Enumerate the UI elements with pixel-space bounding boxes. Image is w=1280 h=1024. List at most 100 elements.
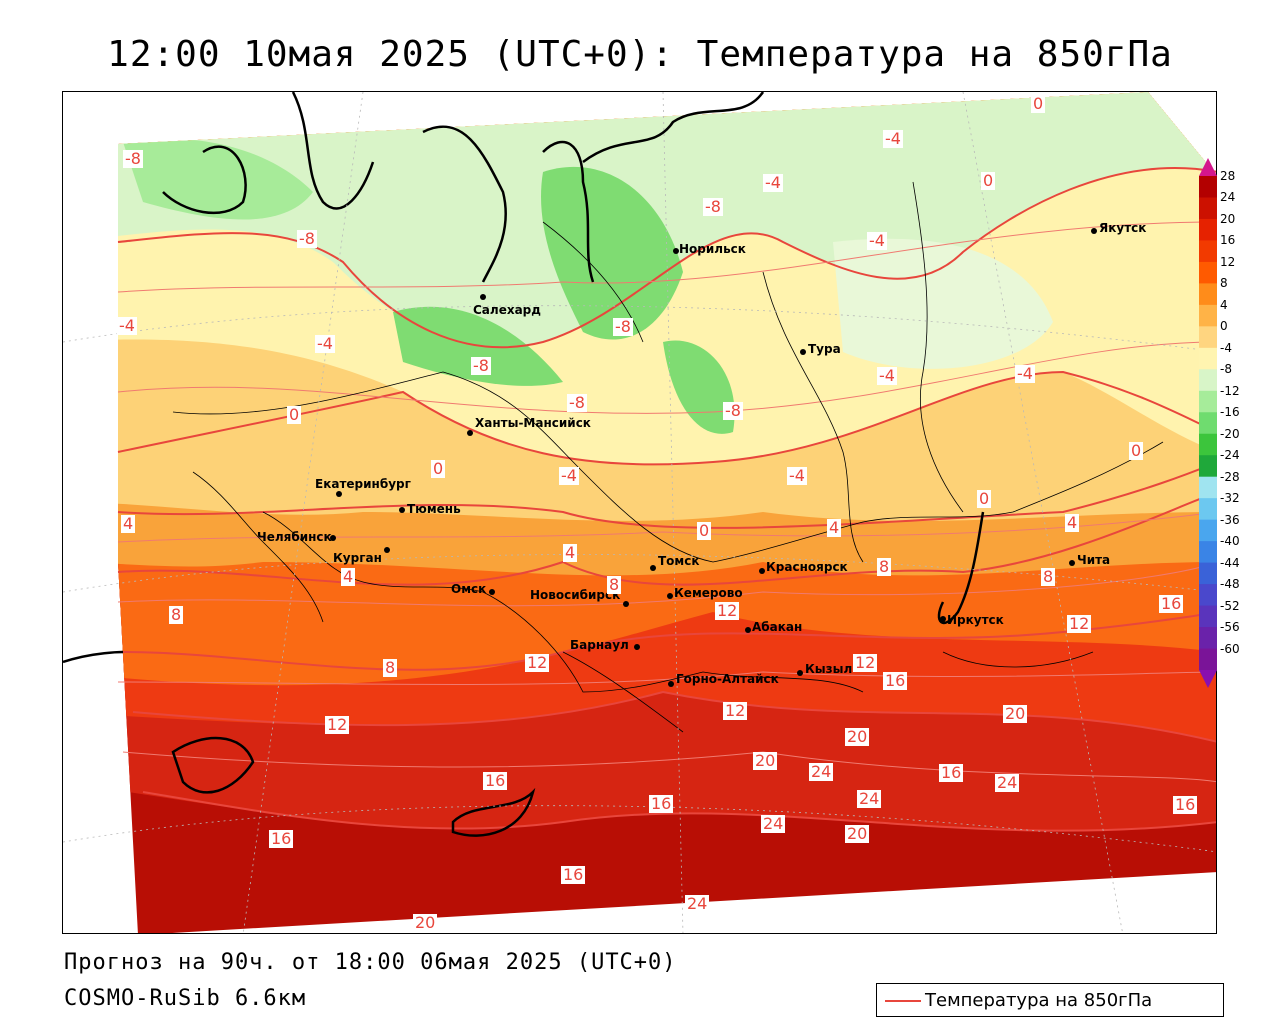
city-label: Горно-Алтайск — [676, 672, 779, 686]
colorbar-tick-label: 16 — [1220, 233, 1236, 248]
colorbar-cell — [1199, 433, 1217, 456]
contour-label: 0 — [977, 489, 992, 508]
contour-label: 0 — [431, 459, 446, 478]
colorbar-cell — [1199, 283, 1217, 306]
city-label: Кызыл — [805, 662, 853, 676]
contour-label: 12 — [525, 653, 550, 672]
colorbar-cell — [1199, 390, 1217, 413]
city-label: Салехард — [473, 303, 541, 317]
colorbar-cell — [1199, 304, 1217, 327]
contour-label: 8 — [1041, 567, 1056, 586]
city-label: Барнаул — [570, 638, 629, 652]
city-dot — [650, 565, 656, 571]
colorbar-tick-label: -36 — [1220, 512, 1240, 527]
colorbar-tick-label: -12 — [1220, 383, 1240, 398]
city-label: Чита — [1077, 553, 1111, 567]
colorbar-cell — [1199, 326, 1217, 349]
city-label: Екатеринбург — [315, 477, 411, 491]
contour-label: 16 — [269, 829, 294, 848]
city-dot — [668, 681, 674, 687]
contour-label: 24 — [685, 894, 710, 913]
contour-label: 4 — [121, 514, 136, 533]
city-dot — [634, 644, 640, 650]
contour-label: -8 — [613, 317, 633, 336]
colorbar-cell — [1199, 347, 1217, 370]
city-dot — [489, 589, 495, 595]
city-dot — [800, 349, 806, 355]
city-label: Омск — [451, 582, 487, 596]
colorbar-cell — [1199, 648, 1217, 671]
city-dot — [940, 616, 946, 622]
colorbar-cell — [1199, 218, 1217, 241]
temperature-map[interactable]: Норильск Якутск Салехард Тура Ханты-Манс… — [62, 91, 1217, 934]
contour-label: 0 — [1031, 94, 1046, 113]
colorbar-cell — [1199, 176, 1217, 198]
contour-label: -4 — [559, 466, 579, 485]
contour-label: 4 — [563, 543, 578, 562]
contour-label: 0 — [981, 171, 996, 190]
colorbar-tick-label: 8 — [1220, 276, 1228, 291]
contour-label: -8 — [471, 356, 491, 375]
contour-label: -8 — [123, 149, 143, 168]
contour-label: 20 — [845, 824, 870, 843]
colorbar-tick-label: 4 — [1220, 297, 1228, 312]
colorbar-cell — [1199, 562, 1217, 585]
colorbar — [1199, 158, 1217, 688]
contour-label: 20 — [845, 727, 870, 746]
colorbar-bottom-arrow — [1199, 670, 1217, 688]
contour-label: 20 — [1003, 704, 1028, 723]
city-dot — [667, 593, 673, 599]
city-dot — [384, 547, 390, 553]
contour-label: -4 — [877, 366, 897, 385]
city-dot — [759, 568, 765, 574]
forecast-info: Прогноз на 90ч. от 18:00 06мая 2025 (UTC… — [64, 950, 677, 975]
colorbar-tick-label: -8 — [1220, 362, 1232, 377]
contour-label: 20 — [753, 751, 778, 770]
contour-label: 12 — [715, 601, 740, 620]
city-label: Иркутск — [947, 613, 1004, 627]
colorbar-cell — [1199, 476, 1217, 499]
colorbar-tick-label: -44 — [1220, 555, 1240, 570]
contour-label: 16 — [649, 794, 674, 813]
contour-label: 24 — [809, 762, 834, 781]
contour-label: 12 — [853, 653, 878, 672]
colorbar-cell — [1199, 519, 1217, 542]
city-label: Курган — [333, 551, 382, 565]
colorbar-cell — [1199, 605, 1217, 628]
colorbar-cell — [1199, 627, 1217, 650]
contour-label: 20 — [413, 913, 438, 932]
colorbar-tick-label: -60 — [1220, 641, 1240, 656]
contour-label: 16 — [1159, 594, 1184, 613]
map-title: 12:00 10мая 2025 (UTC+0): Температура на… — [107, 34, 1173, 75]
contour-label: 16 — [561, 865, 586, 884]
colorbar-tick-label: 28 — [1220, 169, 1236, 183]
city-label: Ханты-Мансийск — [475, 416, 591, 430]
graticule — [63, 92, 1216, 933]
city-dot — [399, 507, 405, 513]
colorbar-cell — [1199, 261, 1217, 284]
city-label: Якутск — [1099, 221, 1147, 235]
colorbar-cell — [1199, 197, 1217, 220]
contour-label: 4 — [1065, 513, 1080, 532]
colorbar-tick-label: 20 — [1220, 211, 1236, 226]
colorbar-tick-label: -28 — [1220, 469, 1240, 484]
colorbar-cell — [1199, 541, 1217, 564]
contour-label: -8 — [297, 229, 317, 248]
coastlines — [63, 92, 985, 837]
colorbar-cell — [1199, 369, 1217, 392]
contour-label: 0 — [287, 405, 302, 424]
contour-label: 16 — [939, 763, 964, 782]
contour-label: 12 — [723, 701, 748, 720]
city-dot — [673, 248, 679, 254]
city-dot — [1091, 228, 1097, 234]
city-dot — [467, 430, 473, 436]
city-label: Абакан — [752, 620, 803, 634]
contour-label: 8 — [383, 658, 398, 677]
contour-label: -4 — [315, 334, 335, 353]
colorbar-cell — [1199, 412, 1217, 435]
colorbar-tick-label: -40 — [1220, 534, 1240, 549]
city-dot — [336, 491, 342, 497]
contour-label: 24 — [995, 773, 1020, 792]
legend-label: Температура на 850гПа — [925, 990, 1153, 1011]
contour-label: 12 — [325, 715, 350, 734]
